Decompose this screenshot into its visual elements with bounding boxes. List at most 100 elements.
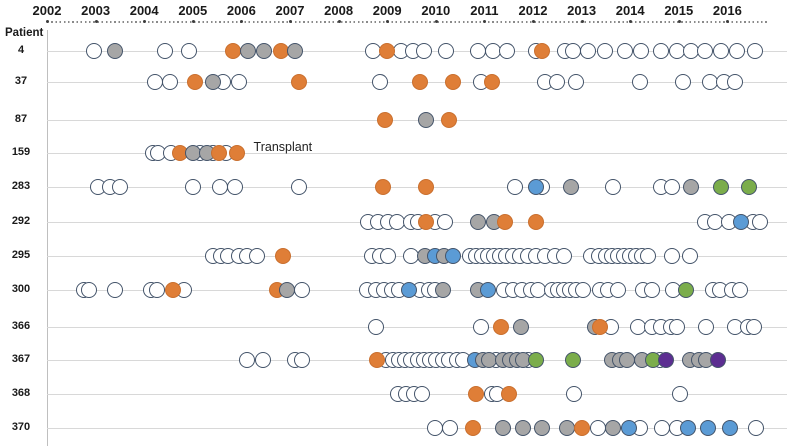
event-marker-white — [111, 179, 128, 195]
event-marker-white — [227, 179, 244, 195]
event-marker-purple — [710, 352, 727, 368]
event-marker-white — [565, 386, 582, 402]
event-marker-orange — [444, 74, 461, 90]
transplant-annotation: Transplant — [253, 140, 313, 154]
event-marker-white — [254, 352, 271, 368]
event-marker-gray — [605, 420, 622, 436]
year-label-2009: 2009 — [372, 3, 402, 18]
event-marker-orange — [379, 43, 396, 59]
event-marker-orange — [368, 352, 385, 368]
event-marker-white — [80, 282, 97, 298]
event-marker-white — [161, 74, 178, 90]
event-marker-gray — [418, 112, 435, 128]
event-marker-gray — [107, 43, 124, 59]
event-marker-white — [671, 386, 688, 402]
year-tick — [386, 20, 390, 23]
year-label-2006: 2006 — [226, 3, 256, 18]
year-label-2013: 2013 — [567, 3, 597, 18]
event-marker-white — [441, 420, 458, 436]
event-marker-white — [590, 420, 607, 436]
event-marker-white — [291, 179, 308, 195]
patient-label-368: 368 — [11, 387, 31, 399]
event-marker-white — [239, 352, 256, 368]
event-marker-white — [747, 43, 764, 59]
event-marker-white — [368, 319, 385, 335]
year-tick — [580, 20, 584, 23]
event-marker-green — [713, 179, 730, 195]
event-marker-orange — [496, 214, 513, 230]
event-marker-gray — [534, 420, 551, 436]
year-label-2003: 2003 — [81, 3, 111, 18]
year-label-2014: 2014 — [615, 3, 645, 18]
event-marker-gray — [256, 43, 273, 59]
event-marker-white — [652, 43, 669, 59]
event-marker-white — [438, 43, 454, 59]
event-marker-white — [631, 74, 648, 90]
event-marker-white — [437, 214, 454, 230]
event-marker-white — [663, 248, 680, 264]
patient-label-370: 370 — [11, 421, 31, 433]
event-marker-gray — [494, 420, 511, 436]
event-marker-white — [675, 74, 692, 90]
y-axis-title: Patient — [5, 27, 44, 39]
event-marker-gray — [562, 179, 579, 195]
year-label-2011: 2011 — [470, 3, 499, 18]
event-marker-green — [564, 352, 581, 368]
event-marker-orange — [574, 420, 591, 436]
year-label-2005: 2005 — [178, 3, 208, 18]
event-marker-orange — [229, 145, 246, 161]
event-marker-white — [567, 74, 584, 90]
event-marker-gray — [559, 420, 576, 436]
year-label-2012: 2012 — [518, 3, 548, 18]
event-marker-blue — [479, 282, 496, 298]
event-marker-white — [653, 420, 670, 436]
event-marker-orange — [592, 319, 609, 335]
event-marker-orange — [411, 74, 428, 90]
event-marker-orange — [374, 179, 391, 195]
event-marker-gray — [240, 43, 257, 59]
event-marker-green — [527, 352, 544, 368]
event-marker-white — [681, 248, 698, 264]
patient-label-367: 367 — [11, 353, 31, 365]
row-line-patient-159 — [47, 153, 787, 154]
event-marker-blue — [621, 420, 638, 436]
event-marker-orange — [418, 179, 435, 195]
event-marker-blue — [527, 179, 544, 195]
event-marker-blue — [401, 282, 418, 298]
event-marker-white — [640, 248, 657, 264]
event-marker-orange — [275, 248, 292, 264]
event-marker-orange — [465, 420, 482, 436]
event-marker-white — [579, 43, 596, 59]
y-axis-line — [47, 30, 48, 446]
event-marker-gray — [470, 214, 487, 230]
year-label-2004: 2004 — [129, 3, 159, 18]
event-marker-white — [294, 352, 311, 368]
event-marker-white — [556, 248, 573, 264]
event-marker-white — [748, 420, 765, 436]
patient-label-87: 87 — [14, 113, 28, 125]
event-marker-white — [230, 74, 247, 90]
event-marker-blue — [721, 420, 738, 436]
year-tick — [677, 20, 681, 23]
year-tick — [191, 20, 195, 23]
event-marker-white — [146, 74, 163, 90]
event-marker-blue — [444, 248, 461, 264]
event-marker-white — [698, 319, 715, 335]
event-marker-orange — [225, 43, 242, 59]
event-marker-white — [294, 282, 311, 298]
year-tick — [532, 20, 535, 23]
patient-label-37: 37 — [14, 75, 28, 87]
event-marker-white — [644, 282, 661, 298]
event-marker-orange — [418, 214, 435, 230]
event-marker-orange — [527, 214, 544, 230]
row-line-patient-87 — [47, 120, 787, 121]
event-marker-orange — [291, 74, 308, 90]
event-marker-white — [414, 386, 431, 402]
event-marker-green — [678, 282, 695, 298]
event-marker-white — [472, 319, 489, 335]
event-marker-white — [697, 43, 714, 59]
event-marker-gray — [618, 352, 635, 368]
event-marker-white — [751, 214, 768, 230]
event-marker-white — [416, 43, 433, 59]
